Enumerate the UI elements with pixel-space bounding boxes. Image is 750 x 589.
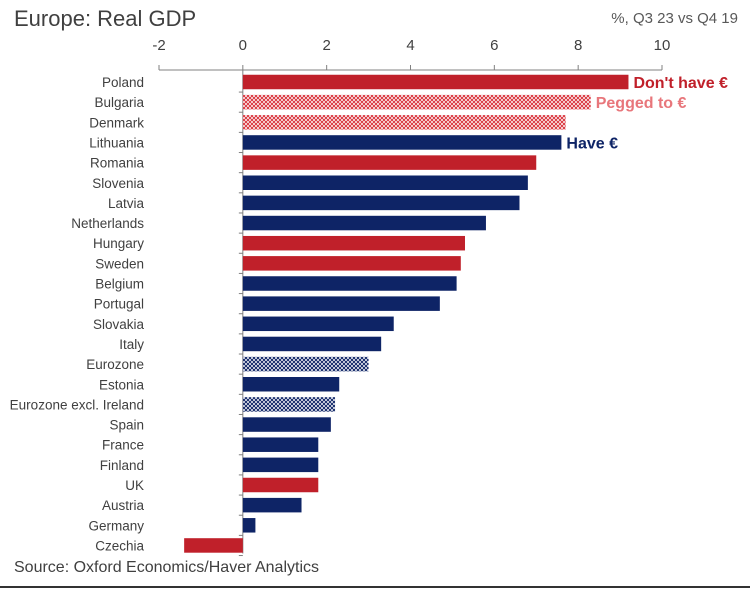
category-label: France [102, 438, 144, 453]
category-label: Spain [109, 418, 144, 433]
units-note: %, Q3 23 vs Q4 19 [611, 10, 738, 27]
category-label: Germany [88, 518, 144, 533]
x-tick-label: 8 [574, 37, 582, 54]
category-label: Romania [90, 156, 145, 171]
x-tick-label: 6 [490, 37, 498, 54]
category-label: Lithuania [89, 135, 144, 150]
category-label: Eurozone [86, 357, 144, 372]
category-labels: Poland Bulgaria Denmark Lithuania Romania Slo… [10, 75, 145, 553]
bar-estonia [242, 377, 340, 392]
bar-slovakia [242, 316, 394, 332]
bar-germany [242, 518, 256, 533]
bar-italy [242, 336, 382, 352]
category-label: Bulgaria [94, 95, 144, 110]
bar-lithuania [242, 135, 562, 150]
bar-latvia [242, 195, 520, 211]
bar-romania [242, 155, 537, 170]
x-tick-label: 4 [406, 37, 414, 54]
bar-chart: -2 0 2 4 6 8 10 Poland Bulgaria Denmark Lithuania… [10, 37, 728, 557]
x-tick-label: 0 [239, 37, 247, 54]
category-label: Finland [100, 458, 144, 473]
source-note: Source: Oxford Economics/Haver Analytics [14, 559, 320, 576]
category-label: UK [125, 478, 144, 493]
category-label: Belgium [95, 277, 144, 292]
bar-france [242, 437, 319, 452]
category-label: Hungary [93, 236, 144, 251]
annotation-pegged: Pegged to € [596, 95, 687, 112]
annotation-have: Have € [566, 135, 618, 152]
category-label: Slovenia [92, 176, 144, 191]
bottom-rule [0, 586, 750, 588]
bar-austria [242, 497, 302, 513]
category-label: Poland [102, 75, 144, 90]
category-label: Denmark [89, 115, 144, 130]
bar-spain [242, 417, 331, 432]
bar-hungary [242, 235, 465, 251]
legend-annotations: Don't have € Pegged to € Have € [566, 75, 728, 152]
bar-poland [242, 74, 629, 90]
annotation-dont_have: Don't have € [633, 75, 728, 92]
x-tick-label: 10 [654, 37, 671, 54]
bar-belgium [242, 276, 457, 291]
x-axis: -2 0 2 4 6 8 10 [152, 37, 671, 557]
category-label: Netherlands [71, 216, 144, 231]
x-tick-label: -2 [152, 37, 165, 54]
bar-denmark [242, 115, 566, 130]
category-label: Latvia [108, 196, 145, 211]
bar-finland [242, 457, 319, 473]
category-label: Estonia [99, 377, 145, 392]
bar-portugal [242, 296, 440, 311]
category-label: Italy [119, 337, 144, 352]
chart-title: Europe: Real GDP [14, 6, 197, 31]
category-label: Portugal [94, 297, 144, 312]
bar-czechia [184, 538, 243, 553]
bar-eurozone-excl-ireland [242, 397, 336, 412]
category-label: Austria [102, 498, 145, 513]
bar-netherlands [242, 215, 486, 231]
bar-eurozone [242, 356, 369, 372]
bar-bulgaria [242, 94, 591, 110]
bars [184, 74, 629, 553]
bar-uk [242, 477, 319, 493]
category-label: Slovakia [93, 317, 145, 332]
category-label: Czechia [95, 538, 144, 553]
category-label: Eurozone excl. Ireland [10, 397, 144, 412]
bar-sweden [242, 256, 461, 271]
bar-slovenia [242, 175, 528, 190]
x-tick-label: 2 [322, 37, 330, 54]
category-label: Sweden [95, 256, 144, 271]
